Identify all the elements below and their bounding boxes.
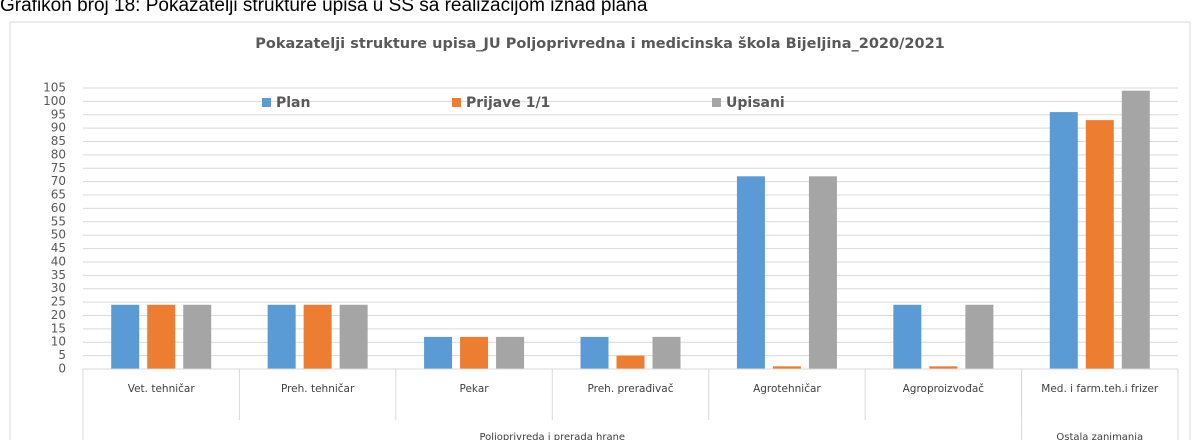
bar: [929, 366, 958, 369]
bar: [267, 304, 296, 369]
x-tick-label: Med. i farm.teh.i frizer: [1041, 383, 1159, 395]
x-tick-label-box: Med. i farm.teh.i frizer: [1041, 383, 1159, 395]
y-tick-label: 90: [51, 121, 66, 135]
bar: [460, 336, 489, 369]
y-tick-label: 95: [51, 107, 66, 121]
legend-label: Prijave 1/1: [466, 95, 550, 111]
bar: [808, 176, 837, 369]
bar: [1121, 90, 1150, 369]
x-tick-label-box: Preh. prerađivač: [587, 383, 674, 395]
x-tick-label-box: Pekar: [459, 383, 489, 395]
y-tick-label: 85: [51, 134, 66, 148]
bar: [303, 304, 332, 369]
group-label: Ostala zanimanja: [1056, 432, 1143, 440]
x-tick-label-box: Agroproizvođač: [902, 383, 985, 395]
legend-swatch: [712, 98, 721, 107]
y-tick-label: 0: [58, 362, 66, 376]
y-tick-label: 15: [51, 321, 66, 335]
y-tick-label: 50: [51, 228, 66, 242]
x-tick-label-box: Vet. tehničar: [127, 383, 195, 395]
y-tick-label: 55: [51, 214, 66, 228]
bar: [147, 304, 176, 369]
y-tick-label: 5: [58, 348, 66, 362]
x-tick-label: Agrotehničar: [753, 383, 821, 395]
group-label: Poljoprivreda i prerada hrane: [479, 432, 625, 440]
bar: [652, 336, 681, 369]
chart-frame: [9, 21, 1191, 440]
y-tick-label: 30: [51, 281, 66, 295]
y-tick-label: 100: [43, 94, 66, 108]
x-tick-label-box: Preh. tehničar: [280, 383, 355, 395]
y-tick-label: 10: [51, 335, 66, 349]
y-tick-label: 70: [51, 174, 66, 188]
y-tick-label: 25: [51, 295, 66, 309]
bar: [736, 176, 765, 369]
bar: [1049, 112, 1078, 369]
chart-title: Pokazatelji strukture upisa_JU Poljopriv…: [255, 36, 945, 52]
bar: [496, 336, 525, 369]
y-tick-label: 45: [51, 241, 66, 255]
caption: Grafikon broj 18: Pokazatelji strukture …: [0, 0, 648, 16]
bar: [616, 355, 645, 369]
y-tick-label: 35: [51, 268, 66, 282]
y-tick-label: 60: [51, 201, 66, 215]
bar: [111, 304, 140, 369]
y-tick-label: 75: [51, 161, 66, 175]
legend-swatch: [452, 98, 461, 107]
x-tick-label-box: Agrotehničar: [753, 383, 821, 395]
y-tick-label: 40: [51, 254, 66, 268]
bar: [893, 304, 922, 369]
y-tick-label: 105: [43, 81, 66, 95]
x-tick-label: Vet. tehničar: [127, 383, 195, 395]
y-tick-label: 80: [51, 147, 66, 161]
x-tick-label: Preh. tehničar: [280, 383, 355, 395]
legend-swatch: [262, 98, 271, 107]
bar: [580, 336, 609, 369]
x-tick-label: Pekar: [459, 383, 489, 395]
legend-label: Plan: [276, 95, 310, 111]
bar: [1085, 120, 1114, 369]
bar: [183, 304, 212, 369]
bar: [965, 304, 994, 369]
bar: [772, 366, 801, 369]
bar: [424, 336, 453, 369]
legend-label: Upisani: [726, 95, 785, 111]
x-tick-label: Preh. prerađivač: [587, 383, 674, 395]
x-tick-label: Agroproizvođač: [902, 383, 985, 395]
y-tick-label: 20: [51, 308, 66, 322]
bar: [339, 304, 368, 369]
y-tick-label: 65: [51, 188, 66, 202]
